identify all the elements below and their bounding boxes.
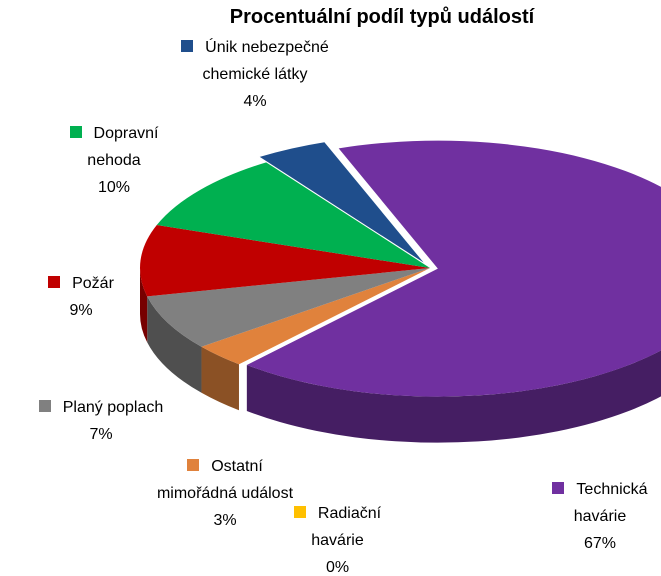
slice-side xyxy=(246,350,661,443)
data-label: Ostatní mimořádná událost 3% xyxy=(150,453,300,534)
value-label: 7% xyxy=(89,426,113,443)
slice-side xyxy=(147,296,202,393)
slice xyxy=(156,162,430,268)
data-label: Únik nebezpečné chemické látky 4% xyxy=(150,34,360,115)
slice xyxy=(259,142,424,263)
value-label: 10% xyxy=(97,179,131,196)
data-label: Planý poplach 7% xyxy=(6,394,196,448)
data-label: Požár 9% xyxy=(26,270,136,324)
data-label: Technická havárie 67% xyxy=(540,476,660,557)
legend-swatch xyxy=(293,506,306,518)
value-label: 0% xyxy=(325,559,350,576)
category-label: Ostatní mimořádná událost xyxy=(156,458,294,502)
slice xyxy=(201,268,430,365)
category-label: Požár xyxy=(72,275,114,292)
value-label: 9% xyxy=(69,302,93,319)
category-label: Radiační havárie xyxy=(311,505,382,549)
slice-side xyxy=(140,268,148,343)
slice xyxy=(246,140,661,397)
slice-side xyxy=(201,346,239,411)
category-label: Únik nebezpečné chemické látky xyxy=(202,39,329,83)
category-label: Dopravní nehoda xyxy=(87,125,159,169)
slice xyxy=(147,268,431,347)
chart-title: Procentuální podíl typů událostí xyxy=(229,6,535,28)
data-label: Dopravní nehoda 10% xyxy=(56,120,172,201)
slice xyxy=(140,225,430,297)
value-label: 67% xyxy=(583,535,617,552)
data-label: Radiační havárie 0% xyxy=(275,500,400,576)
value-label: 3% xyxy=(213,512,237,529)
legend-swatch xyxy=(181,40,194,52)
legend-swatch xyxy=(38,400,51,412)
legend-swatch xyxy=(69,126,82,138)
category-label: Planý poplach xyxy=(62,399,164,416)
legend-swatch xyxy=(552,482,565,494)
legend-swatch xyxy=(187,459,200,471)
value-label: 4% xyxy=(243,93,267,110)
category-label: Technická havárie xyxy=(573,481,648,525)
legend-swatch xyxy=(48,276,61,288)
